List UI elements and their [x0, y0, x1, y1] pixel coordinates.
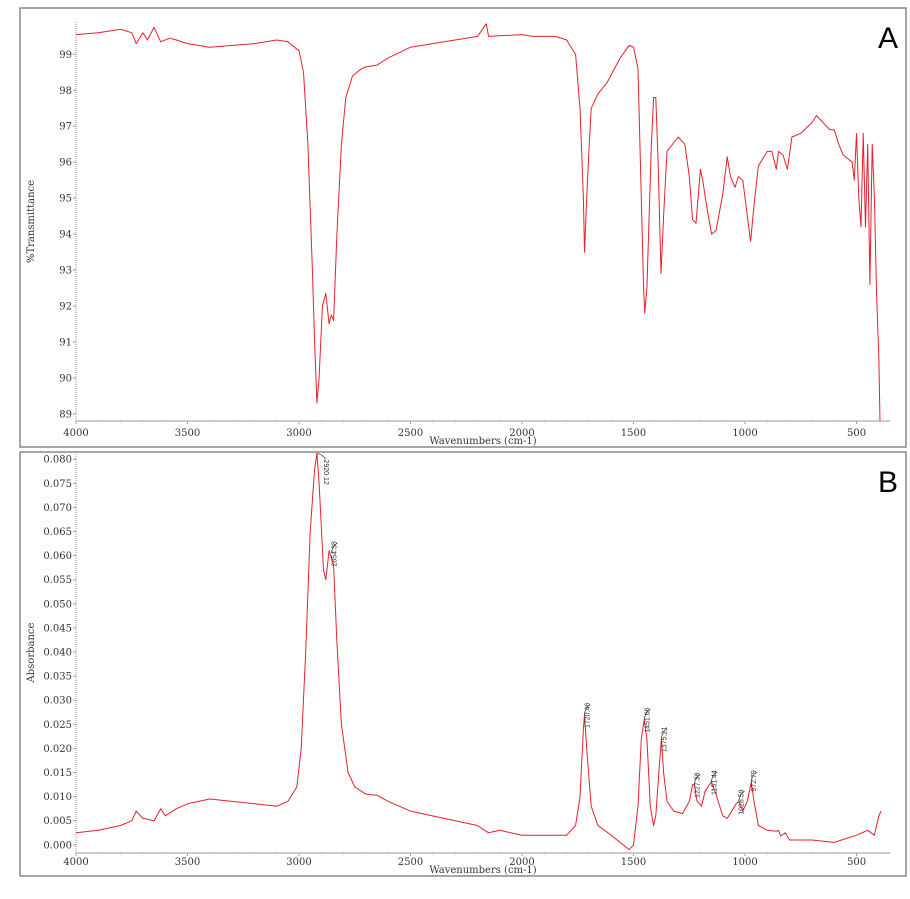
y-tick-label: 0.000 [43, 840, 72, 851]
peak-leader-line [584, 704, 591, 715]
y-tick-label: 91 [59, 337, 72, 348]
x-tick-label: 2500 [398, 857, 423, 868]
x-tick-label: 4000 [63, 857, 88, 868]
y-tick-label: 97 [59, 122, 72, 133]
y-tick-label: 93 [59, 266, 72, 277]
peak-leader-line [316, 453, 327, 460]
peak-leader-line [750, 771, 758, 783]
peak-leader-line [643, 709, 651, 720]
y-tick-label: 0.010 [43, 792, 72, 803]
x-tick-label: 1000 [732, 857, 757, 868]
y-tick-label: 0.060 [43, 551, 72, 562]
peak-label: 2920.12 [322, 459, 329, 484]
peak-leader-line [331, 542, 338, 554]
y-tick-label: 0.015 [43, 768, 72, 779]
peak-leader-line [738, 791, 745, 802]
peak-label: 972.79 [751, 770, 758, 792]
panel-label: A [878, 22, 898, 55]
y-tick-label: 0.055 [43, 575, 72, 586]
peak-leader-line [693, 774, 701, 785]
y-axis-label: Absorbance [26, 622, 37, 683]
x-tick-label: 4000 [63, 428, 88, 439]
x-tick-label: 3000 [286, 428, 311, 439]
peak-label: 1720.46 [584, 703, 591, 728]
y-tick-label: 89 [59, 409, 72, 420]
y-tick-label: 0.025 [43, 720, 72, 731]
y-tick-label: 94 [59, 230, 72, 241]
x-tick-label: 1500 [621, 857, 646, 868]
y-tick-label: 99 [59, 50, 72, 61]
x-tick-label: 3500 [175, 857, 200, 868]
spectrum-line [75, 23, 881, 422]
x-tick-label: 2000 [509, 857, 534, 868]
x-tick-label: 2000 [509, 428, 534, 439]
peak-label: 1151.44 [711, 770, 718, 795]
y-tick-label: 90 [59, 373, 72, 384]
panel-frame [19, 451, 907, 877]
panel-frame [19, 7, 907, 448]
peak-leader-line [710, 771, 718, 783]
panel-label: B [878, 466, 898, 499]
x-axis-label: Wavenumbers (cm-1) [429, 865, 536, 876]
peak-label: 2854.38 [331, 541, 338, 566]
x-tick-label: 1000 [732, 428, 757, 439]
y-tick-label: 0.080 [43, 455, 72, 466]
y-tick-label: 0.040 [43, 648, 72, 659]
y-tick-label: 0.020 [43, 744, 72, 755]
peak-label: 1451.66 [644, 707, 651, 732]
x-tick-label: 500 [847, 428, 866, 439]
x-tick-label: 3500 [175, 428, 200, 439]
y-tick-label: 0.005 [43, 816, 72, 827]
y-tick-label: 0.065 [43, 527, 72, 538]
peak-leader-line [661, 728, 668, 739]
panel-A: 4000 3500 3000 2500 2000 1500 1000 500 89 90 91 92 9… [19, 7, 907, 448]
peak-label: 1375.21 [661, 727, 668, 752]
y-tick-label: 96 [59, 158, 72, 169]
x-axis-label: Wavenumbers (cm-1) [429, 436, 536, 447]
x-tick-label: 1500 [621, 428, 646, 439]
x-tick-label: 500 [847, 857, 866, 868]
y-tick-label: 0.075 [43, 479, 72, 490]
y-tick-label: 0.050 [43, 599, 72, 610]
y-tick-label: 0.045 [43, 623, 72, 634]
y-axis-label: %Transmittance [26, 180, 37, 263]
peak-label: 1028.59 [739, 789, 746, 814]
y-tick-label: 98 [59, 86, 72, 97]
x-tick-label: 3000 [286, 857, 311, 868]
x-tick-label: 2500 [398, 428, 423, 439]
peak-label: 1227.38 [694, 772, 701, 797]
panel-B: 4000 3500 3000 2500 2000 1500 1000 500 0.000 0.00… [19, 451, 907, 877]
y-tick-label: 95 [59, 194, 72, 205]
spectrum-line [75, 452, 882, 851]
y-tick-label: 0.070 [43, 503, 72, 514]
y-tick-label: 92 [59, 301, 72, 312]
y-tick-label: 0.035 [43, 672, 72, 683]
y-tick-label: 0.030 [43, 696, 72, 707]
